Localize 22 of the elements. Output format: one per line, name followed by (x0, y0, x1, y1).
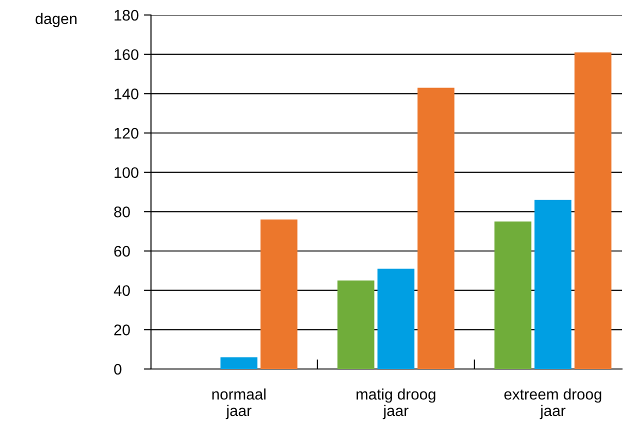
y-tick-label: 60 (114, 246, 130, 257)
y-tick-label: 180 (114, 10, 138, 21)
bar (377, 268, 414, 369)
bar (574, 52, 612, 369)
bar (418, 88, 454, 369)
y-tick-label: 140 (114, 88, 138, 100)
y-tick-label: 100 (114, 167, 138, 178)
y-tick-label: 20 (114, 324, 130, 336)
y-axis-title: dagen (36, 12, 76, 28)
y-tick-label: 0 (114, 364, 122, 375)
x-tick-label: matig droog jaar (356, 388, 436, 420)
bar (534, 200, 572, 369)
bar (220, 357, 258, 369)
y-tick-label: 160 (114, 49, 138, 60)
bar (337, 280, 374, 369)
bar (260, 220, 298, 369)
x-tick-label: normaal jaar (212, 388, 266, 420)
y-tick-label: 120 (114, 128, 138, 139)
y-tick-label: 80 (114, 206, 130, 218)
bar (494, 222, 532, 369)
y-tick-label: 40 (114, 285, 130, 296)
x-tick-label: extreem droog jaar (504, 388, 602, 420)
